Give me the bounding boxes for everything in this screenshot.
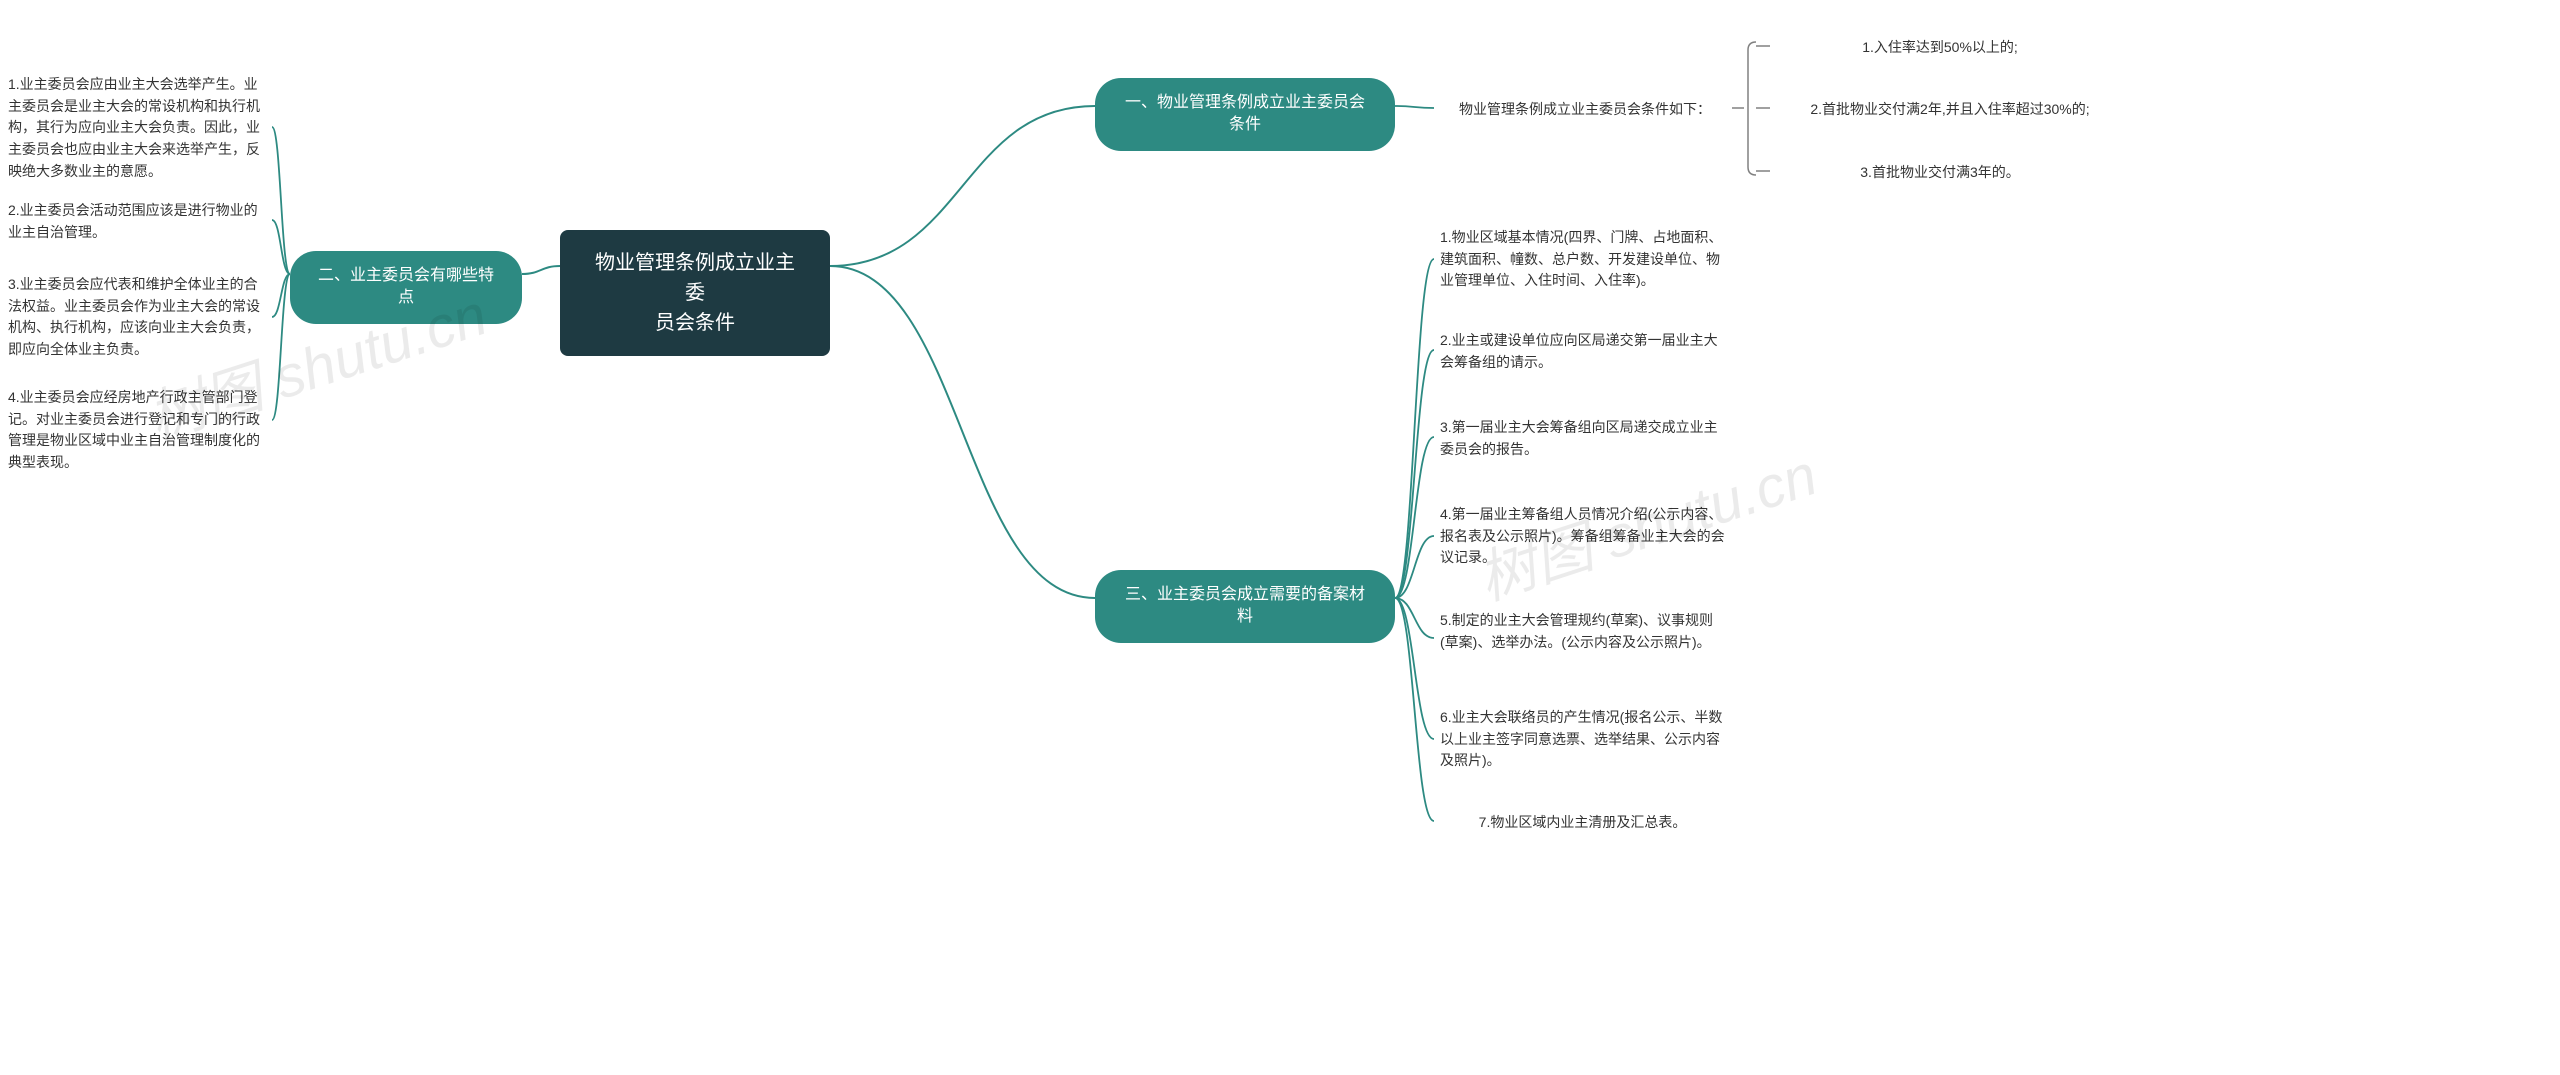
leaf-node: 4.业主委员会应经房地产行政主管部门登记。对业主委员会进行登记和专门的行政管理是…	[8, 385, 266, 476]
leaf-node: 2.业主或建设单位应向区局递交第一届业主大会筹备组的请示。	[1440, 328, 1725, 375]
leaf-node: 物业管理条例成立业主委员会条件如下：	[1440, 97, 1730, 123]
mindmap-connections	[0, 0, 2560, 1075]
leaf-node: 6.业主大会联络员的产生情况(报名公示、半数以上业主签字同意选票、选举结果、公示…	[1440, 705, 1725, 774]
branch-node: 二、业主委员会有哪些特点	[290, 251, 522, 324]
leaf-text: 2.业主或建设单位应向区局递交第一届业主大会筹备组的请示。	[1440, 330, 1725, 373]
leaf-node: 3.第一届业主大会筹备组向区局递交成立业主委员会的报告。	[1440, 415, 1725, 462]
leaf-text: 4.业主委员会应经房地产行政主管部门登记。对业主委员会进行登记和专门的行政管理是…	[8, 387, 266, 474]
branch-label: 一、物业管理条例成立业主委员会条件	[1125, 92, 1365, 137]
leaf-node: 1.物业区域基本情况(四界、门牌、占地面积、建筑面积、幢数、总户数、开发建设单位…	[1440, 225, 1725, 294]
branch-label: 三、业主委员会成立需要的备案材料	[1125, 584, 1365, 629]
branch-node: 三、业主委员会成立需要的备案材料	[1095, 570, 1395, 643]
root-node: 物业管理条例成立业主委员会条件	[560, 230, 830, 356]
leaf-node: 2.首批物业交付满2年,并且入住率超过30%的;	[1780, 97, 2120, 123]
leaf-text: 7.物业区域内业主清册及汇总表。	[1479, 812, 1687, 834]
leaf-node: 1.业主委员会应由业主大会选举产生。业主委员会是业主大会的常设机构和执行机构，其…	[8, 72, 266, 184]
leaf-node: 2.业主委员会活动范围应该是进行物业的业主自治管理。	[8, 198, 266, 245]
leaf-node: 1.入住率达到50%以上的;	[1780, 35, 2100, 61]
leaf-text: 1.物业区域基本情况(四界、门牌、占地面积、建筑面积、幢数、总户数、开发建设单位…	[1440, 227, 1725, 292]
leaf-text: 4.第一届业主筹备组人员情况介绍(公示内容、报名表及公示照片)。筹备组筹备业主大…	[1440, 504, 1725, 569]
leaf-text: 2.业主委员会活动范围应该是进行物业的业主自治管理。	[8, 200, 266, 243]
leaf-text: 6.业主大会联络员的产生情况(报名公示、半数以上业主签字同意选票、选举结果、公示…	[1440, 707, 1725, 772]
leaf-text: 物业管理条例成立业主委员会条件如下：	[1459, 99, 1711, 121]
leaf-node: 5.制定的业主大会管理规约(草案)、议事规则(草案)、选举办法。(公示内容及公示…	[1440, 608, 1725, 655]
leaf-text: 3.业主委员会应代表和维护全体业主的合法权益。业主委员会作为业主大会的常设机构、…	[8, 274, 266, 361]
leaf-text: 3.第一届业主大会筹备组向区局递交成立业主委员会的报告。	[1440, 417, 1725, 460]
leaf-node: 3.业主委员会应代表和维护全体业主的合法权益。业主委员会作为业主大会的常设机构、…	[8, 272, 266, 363]
leaf-text: 2.首批物业交付满2年,并且入住率超过30%的;	[1810, 99, 2089, 121]
leaf-node: 4.第一届业主筹备组人员情况介绍(公示内容、报名表及公示照片)。筹备组筹备业主大…	[1440, 502, 1725, 571]
leaf-text: 3.首批物业交付满3年的。	[1860, 162, 2019, 184]
branch-label: 二、业主委员会有哪些特点	[314, 265, 498, 310]
leaf-text: 5.制定的业主大会管理规约(草案)、议事规则(草案)、选举办法。(公示内容及公示…	[1440, 610, 1725, 653]
leaf-text: 1.业主委员会应由业主大会选举产生。业主委员会是业主大会的常设机构和执行机构，其…	[8, 74, 266, 182]
branch-node: 一、物业管理条例成立业主委员会条件	[1095, 78, 1395, 151]
leaf-text: 1.入住率达到50%以上的;	[1862, 37, 2018, 59]
leaf-node: 7.物业区域内业主清册及汇总表。	[1440, 810, 1725, 836]
root-label: 物业管理条例成立业主委员会条件	[588, 248, 802, 338]
leaf-node: 3.首批物业交付满3年的。	[1780, 160, 2100, 186]
